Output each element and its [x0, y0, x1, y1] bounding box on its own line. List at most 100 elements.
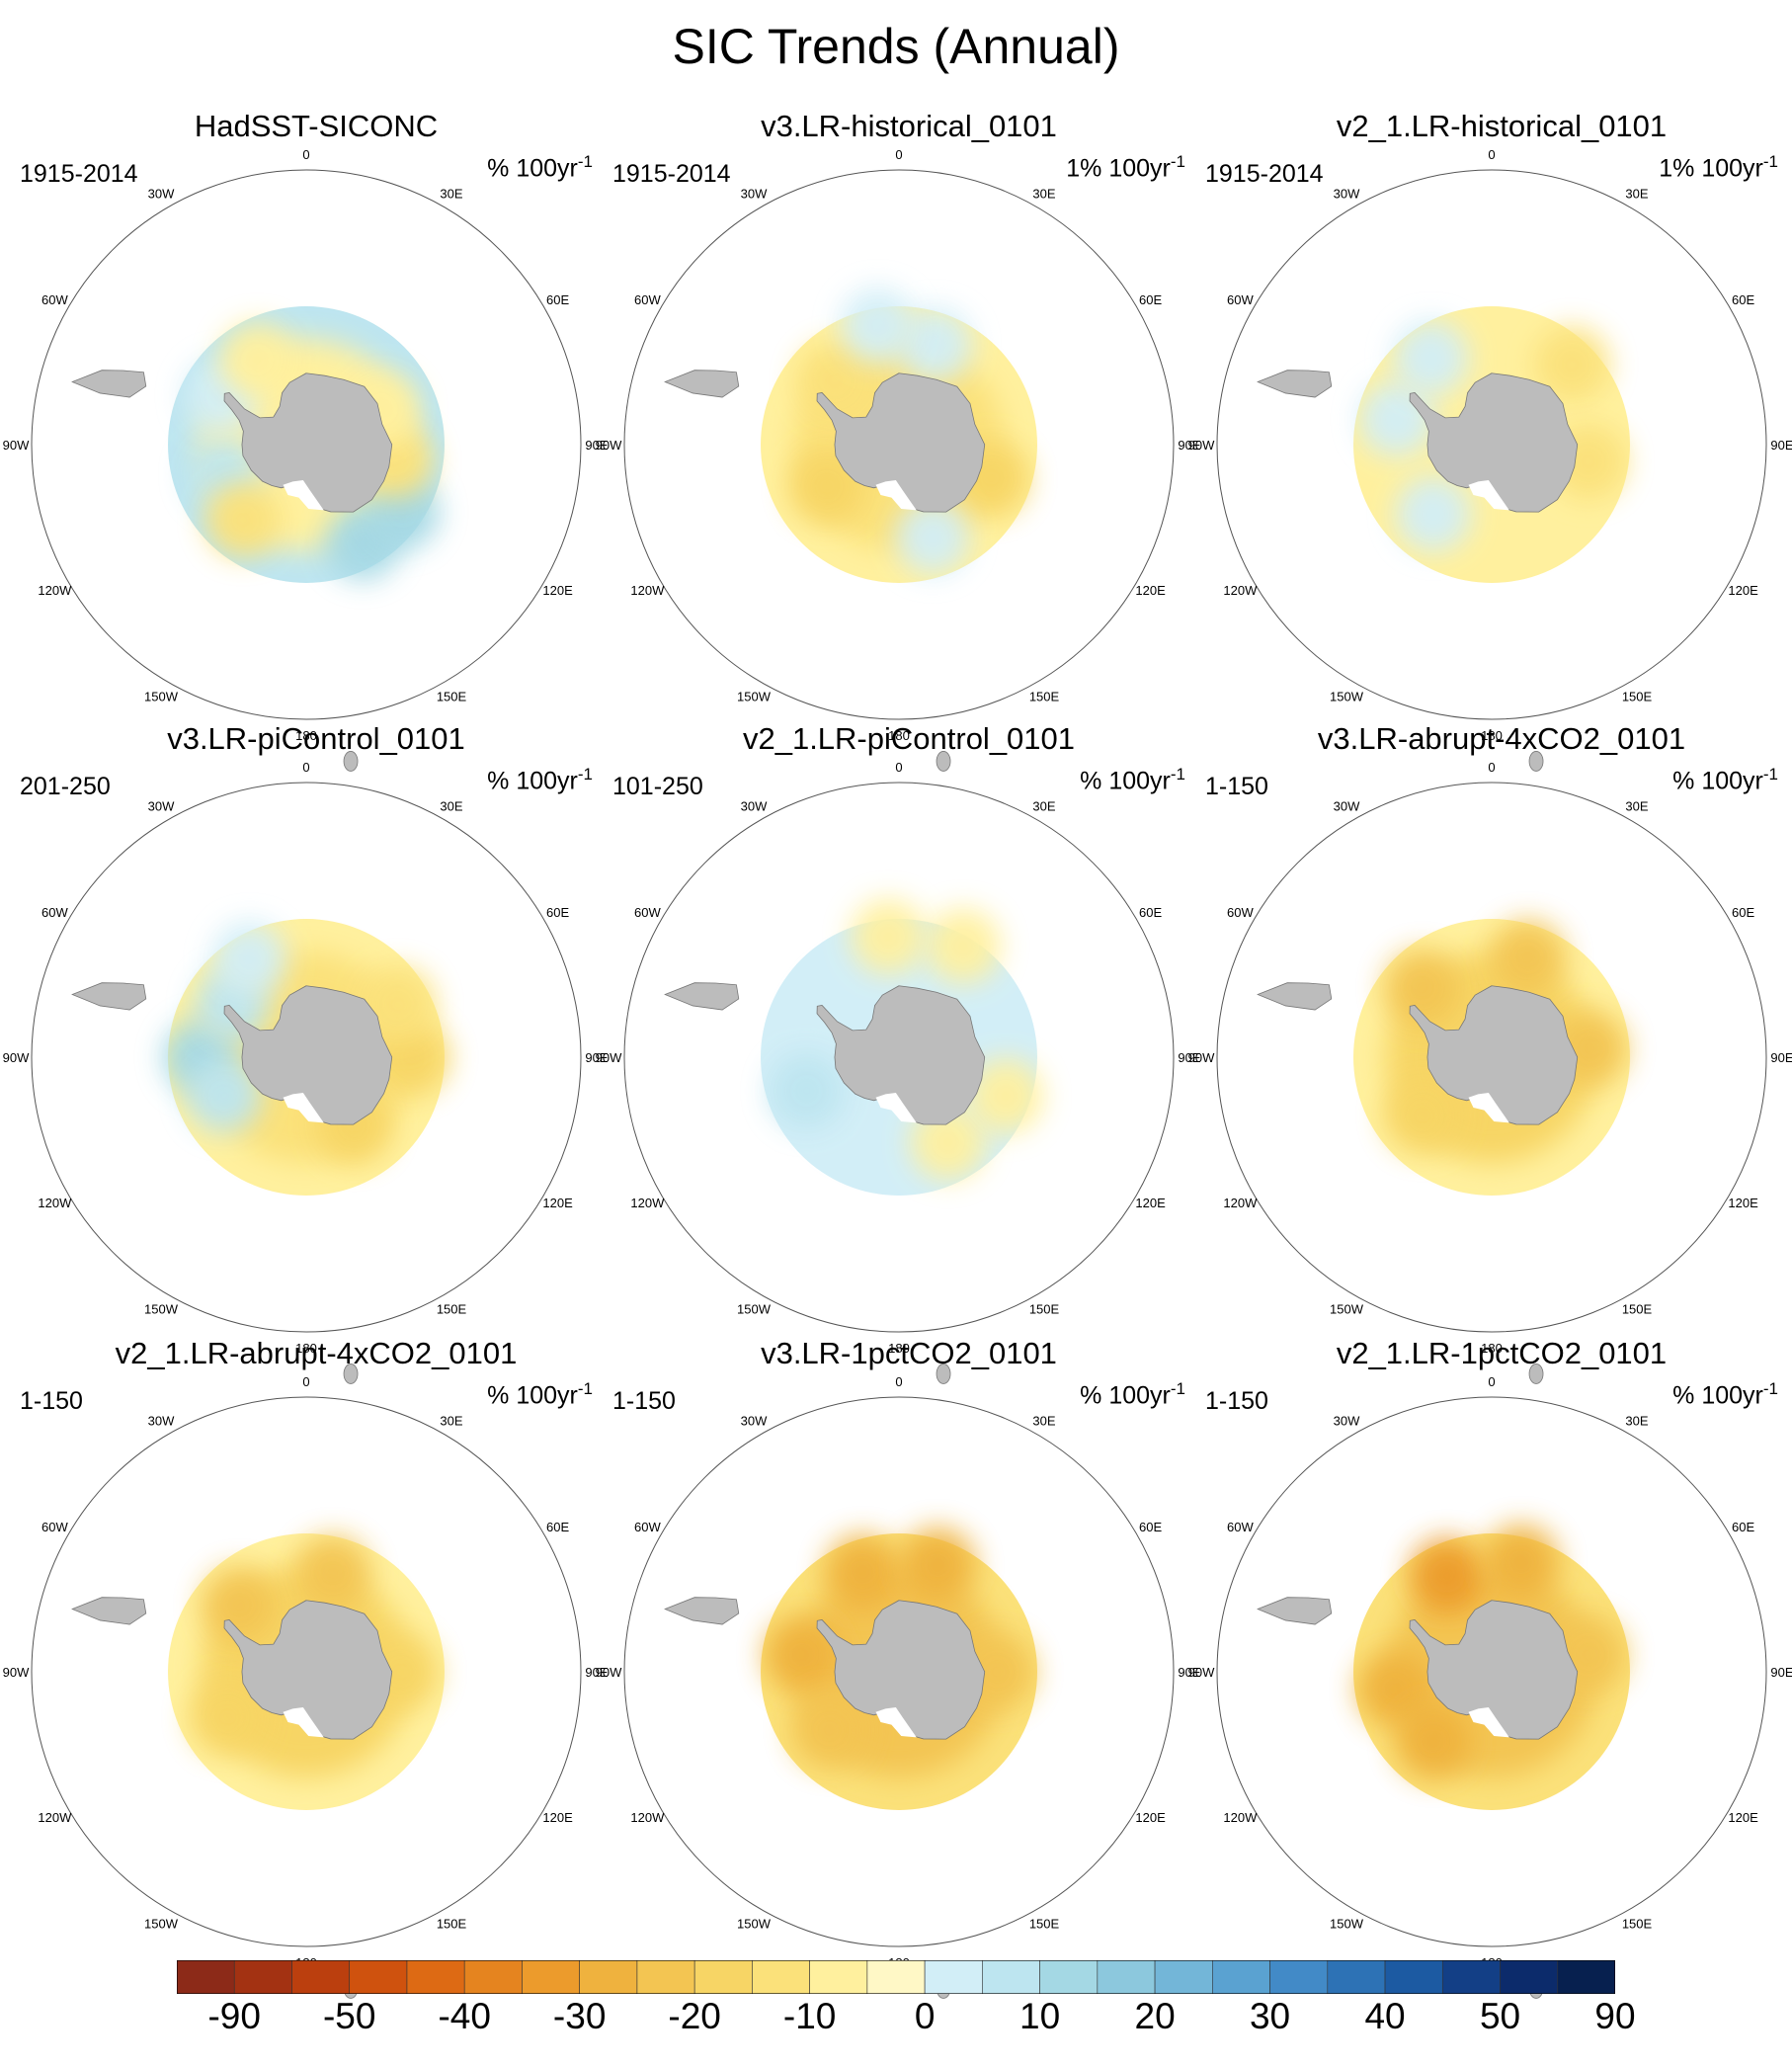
- panel-period: 1915-2014: [1205, 160, 1324, 188]
- longitude-label: 180: [295, 1341, 317, 1356]
- colorbar-tick-label: 20: [1134, 1996, 1176, 2036]
- map-panel: v2_1.LR-abrupt-4xCO2_0101 1-150 % 100yr-1 0…: [3, 1336, 612, 1999]
- trend-anomaly: [897, 307, 973, 383]
- longitude-label: 90W: [3, 1050, 30, 1065]
- trend-anomaly: [1384, 950, 1460, 1026]
- panel-units: % 100yr-1: [487, 152, 593, 183]
- longitude-label: 90E: [1178, 1665, 1200, 1680]
- longitude-label: 120W: [630, 1810, 665, 1825]
- longitude-label: 60W: [634, 292, 661, 307]
- longitude-label: 30W: [741, 798, 768, 813]
- longitude-label: 150E: [437, 690, 467, 704]
- longitude-label: 30E: [440, 186, 462, 201]
- antarctica-landmass: [223, 1600, 393, 1740]
- longitude-label: 30W: [741, 186, 768, 201]
- south-america: [71, 370, 147, 398]
- longitude-label: 120E: [1135, 583, 1166, 598]
- new-zealand: [1528, 751, 1544, 772]
- longitude-label: 60E: [1139, 905, 1162, 920]
- trend-anomaly: [925, 908, 1001, 984]
- longitude-label: 90E: [1178, 1050, 1200, 1065]
- ice-shelf: [283, 1707, 324, 1738]
- colorbar-swatch: [693, 1960, 753, 1994]
- panel-period: 1-150: [1205, 773, 1268, 800]
- ice-shelf: [1468, 1093, 1509, 1123]
- trend-anomaly: [1409, 1537, 1485, 1613]
- ice-shelf: [875, 1707, 917, 1738]
- panel-units: 1% 100yr-1: [1066, 152, 1185, 183]
- longitude-label: 60W: [634, 1520, 661, 1534]
- longitude-label: 90W: [1188, 438, 1215, 453]
- longitude-label: 120W: [630, 583, 665, 598]
- polar-map: 0 30E 60E 90E 120E 150E 180 150W 120W 90W 60W 30W: [596, 760, 1201, 1384]
- panel-units: % 100yr-1: [487, 1379, 593, 1410]
- longitude-label: 120W: [38, 583, 72, 598]
- colorbar-swatch: [1441, 1960, 1501, 1994]
- longitude-label: 150E: [437, 1917, 467, 1932]
- longitude-label: 90E: [1770, 1050, 1792, 1065]
- panel-units: % 100yr-1: [1080, 1379, 1185, 1410]
- panel-title: v2_1.LR-piControl_0101: [742, 721, 1076, 756]
- antarctica-landmass: [1409, 372, 1579, 513]
- longitude-label: 60E: [1139, 1520, 1162, 1534]
- south-america: [664, 1597, 740, 1625]
- longitude-label: 120E: [1728, 1196, 1758, 1210]
- colorbar-swatch: [406, 1960, 465, 1994]
- longitude-label: 180: [1481, 1341, 1503, 1356]
- longitude-label: 30E: [1032, 798, 1055, 813]
- trend-anomaly: [840, 288, 916, 364]
- colorbar: [177, 1960, 1615, 1994]
- south-america: [664, 370, 740, 398]
- longitude-label: 150E: [1622, 1917, 1653, 1932]
- ice-shelf: [875, 480, 917, 511]
- map-panel: HadSST-SICONC 1915-2014 % 100yr-1 0 30E 60E 90…: [3, 109, 612, 772]
- trend-anomaly: [765, 1616, 841, 1693]
- longitude-label: 150E: [1622, 1302, 1653, 1317]
- trend-anomaly: [202, 1567, 278, 1643]
- south-america: [71, 982, 147, 1011]
- longitude-label: 30W: [148, 1413, 175, 1428]
- longitude-label: 150W: [144, 1917, 179, 1932]
- longitude-label: 90W: [3, 1665, 30, 1680]
- trend-anomaly: [1357, 1651, 1433, 1727]
- panel-period: 1915-2014: [20, 160, 138, 188]
- longitude-label: 0: [895, 760, 902, 775]
- longitude-label: 90W: [1188, 1050, 1215, 1065]
- colorbar-swatch: [866, 1960, 926, 1994]
- longitude-label: 0: [302, 760, 309, 775]
- colorbar-swatch: [463, 1960, 523, 1994]
- south-america: [1257, 370, 1333, 398]
- colorbar-swatch: [924, 1960, 983, 1994]
- antarctica-landmass: [1409, 985, 1579, 1125]
- trend-anomaly: [186, 1057, 262, 1133]
- trend-anomaly: [211, 921, 287, 997]
- panel-title: HadSST-SICONC: [194, 109, 439, 143]
- new-zealand: [343, 751, 359, 772]
- longitude-label: 120W: [38, 1196, 72, 1210]
- colorbar-tick-label: 0: [914, 1996, 936, 2036]
- panel-title: v3.LR-abrupt-4xCO2_0101: [1317, 721, 1686, 756]
- panel-title: v2_1.LR-1pctCO2_0101: [1336, 1336, 1668, 1370]
- longitude-label: 90E: [585, 438, 608, 453]
- longitude-label: 120E: [1728, 583, 1758, 598]
- trend-anomaly: [1396, 476, 1472, 552]
- panel-title: v2_1.LR-historical_0101: [1336, 109, 1668, 143]
- longitude-label: 180: [888, 728, 910, 743]
- longitude-label: 30W: [741, 1413, 768, 1428]
- antarctica-landmass: [816, 985, 986, 1125]
- longitude-label: 0: [1488, 147, 1495, 162]
- longitude-label: 150W: [737, 1302, 772, 1317]
- longitude-label: 60E: [546, 292, 569, 307]
- colorbar-swatch: [1384, 1960, 1443, 1994]
- panel-title: v3.LR-piControl_0101: [167, 721, 465, 756]
- longitude-label: 60W: [41, 292, 68, 307]
- longitude-label: 120W: [1223, 1196, 1258, 1210]
- longitude-label: 150W: [144, 690, 179, 704]
- panel-units: % 100yr-1: [487, 765, 593, 795]
- map-panel: v2_1.LR-historical_0101 1915-2014 1% 100yr…: [1188, 109, 1792, 772]
- panel-title: v3.LR-historical_0101: [761, 109, 1057, 143]
- trend-anomaly: [1483, 1525, 1559, 1601]
- trend-anomaly: [1384, 1077, 1460, 1153]
- panel-period: 1-150: [612, 1387, 676, 1415]
- trend-anomaly: [1393, 320, 1469, 396]
